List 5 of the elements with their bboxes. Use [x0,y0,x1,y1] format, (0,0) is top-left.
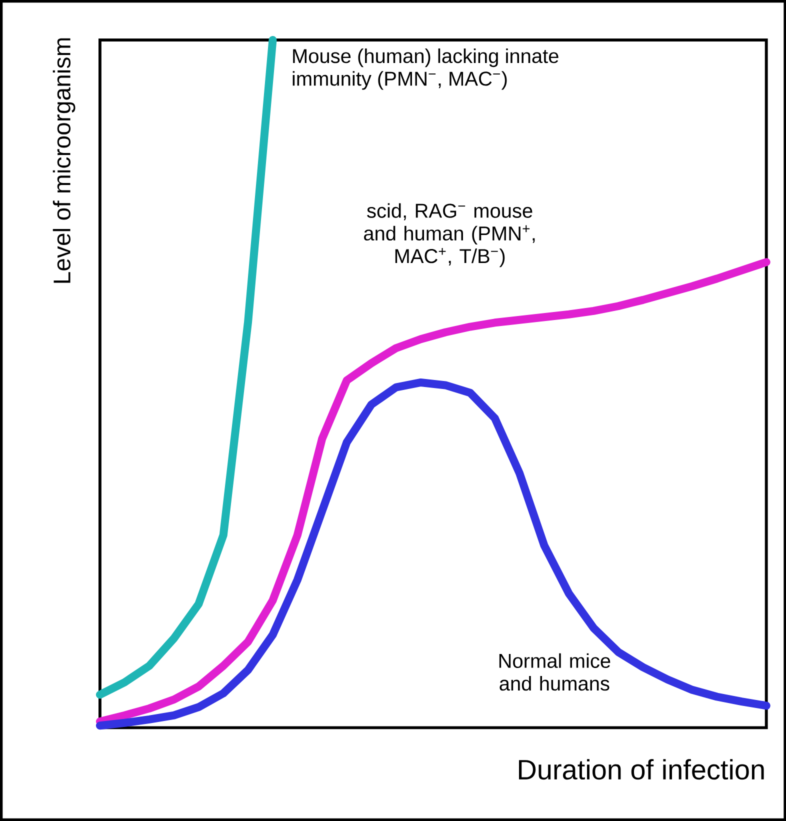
x-axis-title: Duration of infection [518,759,764,780]
series-label: Mouse (human) lacking innate immunity (PMN$^{−}$, MAC$^{−}$) [292,48,558,90]
text: scid, RAG$^{−}$ mouse and human (PMN$^{+}$, MAC$^{+}$, T/B$^{−}$) [364,203,534,268]
series-label: Normal mice and humans [499,653,610,691]
y-axis-title: Level of microorganism [52,38,76,283]
